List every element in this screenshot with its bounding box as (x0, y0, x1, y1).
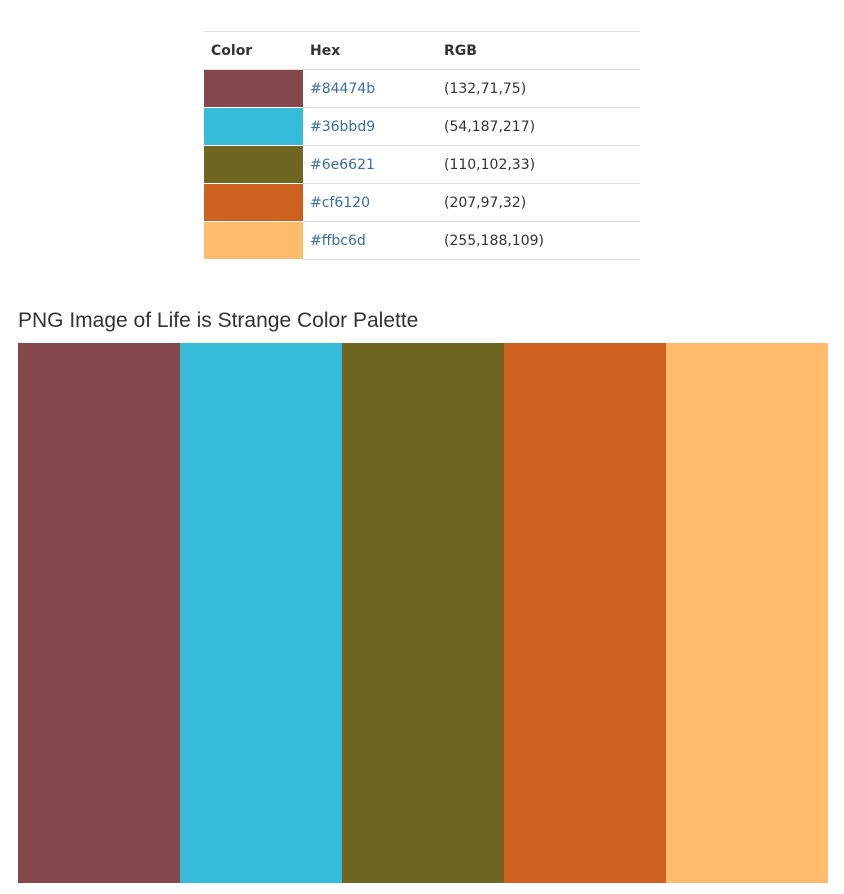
hex-link[interactable]: #ffbc6d (310, 232, 366, 249)
hex-link[interactable]: #36bbd9 (310, 118, 376, 135)
color-swatch (204, 108, 303, 145)
palette-strip (180, 343, 342, 883)
palette-strip (342, 343, 504, 883)
color-swatch (204, 222, 303, 259)
palette-strip (504, 343, 666, 883)
color-swatch (204, 70, 303, 107)
rgb-value: (207,97,32) (437, 183, 640, 222)
color-swatch (204, 184, 303, 221)
header-rgb: RGB (437, 31, 640, 70)
table-row: #6e6621 (110,102,33) (204, 145, 640, 184)
hex-link[interactable]: #84474b (310, 80, 376, 97)
table-header-row: Color Hex RGB (204, 31, 640, 70)
png-section-title: PNG Image of Life is Strange Color Palet… (18, 309, 419, 332)
table-row: #cf6120 (207,97,32) (204, 183, 640, 222)
hex-link[interactable]: #6e6621 (310, 156, 375, 173)
table-row: #36bbd9 (54,187,217) (204, 107, 640, 146)
table-row: #84474b (132,71,75) (204, 69, 640, 108)
rgb-value: (255,188,109) (437, 221, 640, 260)
table-row: #ffbc6d (255,188,109) (204, 221, 640, 260)
hex-link[interactable]: #cf6120 (310, 194, 370, 211)
rgb-value: (54,187,217) (437, 107, 640, 146)
palette-strip (666, 343, 828, 883)
palette-strip (18, 343, 180, 883)
color-table: Color Hex RGB #84474b (132,71,75) #36bbd… (204, 31, 640, 260)
rgb-value: (110,102,33) (437, 145, 640, 184)
header-color: Color (204, 31, 303, 70)
palette-image (18, 343, 828, 883)
color-swatch (204, 146, 303, 183)
header-hex: Hex (303, 31, 437, 70)
rgb-value: (132,71,75) (437, 69, 640, 108)
